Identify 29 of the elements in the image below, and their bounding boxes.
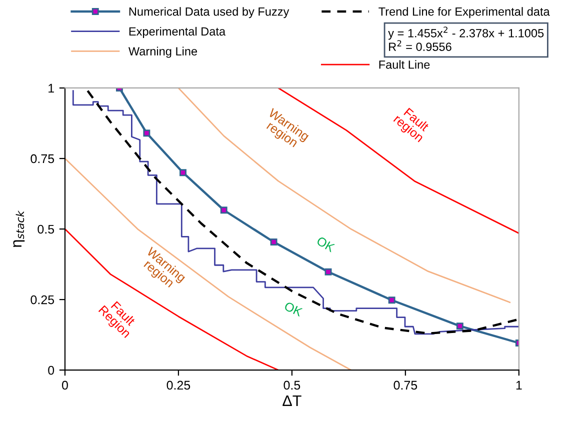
y-tick-label: 0.25: [30, 295, 54, 304]
point: [388, 296, 396, 304]
y-tick-label: 1: [48, 84, 54, 93]
x-tick-label: 0.75: [394, 380, 418, 390]
annotation: OK: [316, 236, 336, 252]
line-series: [64, 228, 280, 370]
point: [180, 169, 186, 176]
x-tick-label: 0: [62, 380, 68, 390]
point: [324, 268, 332, 276]
y-tick-label: 0: [48, 366, 54, 375]
legend-label: Fault Line: [379, 60, 430, 69]
legend-label: Experimental Data: [129, 26, 226, 38]
legend-label: Numerical Data used by Fuzzy: [129, 7, 290, 18]
x-axis-title: ΔT: [282, 395, 302, 406]
point: [143, 130, 150, 137]
x-tick-label: 1: [516, 380, 522, 390]
annotation: OK: [284, 301, 304, 317]
point: [270, 238, 278, 246]
x-tick-label: 0.5: [284, 380, 300, 390]
text: y = 1.455x$^{2}$ - 2.378x + 1.1005 R$^{2}$ = 0.9556: [388, 26, 544, 51]
point: [220, 206, 228, 214]
legend-label: Trend Line for Experimental data: [378, 7, 550, 18]
y-tick-label: 0.75: [30, 154, 54, 164]
point: [456, 322, 464, 330]
legend-label: Warning Line: [128, 46, 198, 58]
y-tick-label: 0.5: [38, 224, 54, 234]
y-axis-title: η$_{stack}$: [13, 210, 25, 248]
x-tick-label: 0.25: [166, 380, 190, 390]
line-series: [64, 158, 352, 370]
